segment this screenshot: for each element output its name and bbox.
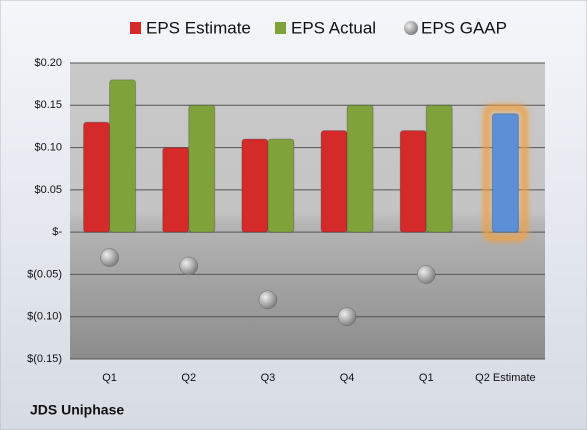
- bar: [425, 104, 453, 233]
- y-tick-label: $-: [52, 226, 62, 238]
- y-tick-label: $0.10: [34, 141, 62, 153]
- y-tick-label: $0.20: [34, 57, 62, 69]
- y-tick-label: $0.15: [34, 99, 62, 111]
- gaap-marker: [100, 248, 119, 267]
- gaap-marker: [417, 265, 436, 284]
- x-tick-label: Q2 Estimate: [475, 372, 536, 384]
- bar: [320, 130, 348, 233]
- x-tick-label: Q4: [340, 372, 355, 384]
- legend-swatch: [130, 22, 141, 34]
- highlight-glow: [483, 104, 528, 242]
- bar: [188, 104, 216, 233]
- x-tick-label: Q1: [102, 372, 117, 384]
- gaap-marker: [258, 290, 278, 310]
- bar: [491, 113, 519, 233]
- bar: [109, 79, 137, 233]
- legend-label: EPS Actual: [291, 18, 376, 37]
- x-tick-label: Q1: [419, 372, 434, 384]
- x-tick-label: Q3: [261, 372, 276, 384]
- y-tick-label: $0.05: [34, 184, 62, 196]
- gaap-marker: [337, 307, 357, 326]
- bar: [267, 138, 295, 233]
- legend-swatch: [404, 21, 418, 35]
- bar: [162, 147, 190, 233]
- footer: JDS Uniphase: [30, 402, 124, 418]
- bar: [346, 104, 374, 233]
- legend-label: EPS GAAP: [421, 18, 507, 37]
- legend-swatch: [275, 22, 286, 34]
- bar: [83, 121, 111, 233]
- y-tick-label: $(0.15): [27, 353, 62, 365]
- legend-label: EPS Estimate: [146, 18, 251, 37]
- y-tick-label: $(0.05): [27, 268, 62, 280]
- gaap-marker: [179, 256, 198, 276]
- bar: [399, 130, 427, 233]
- y-tick-label: $(0.10): [27, 311, 62, 323]
- bar: [241, 138, 269, 233]
- x-tick-label: Q2: [181, 372, 196, 384]
- plot-area: [70, 63, 545, 359]
